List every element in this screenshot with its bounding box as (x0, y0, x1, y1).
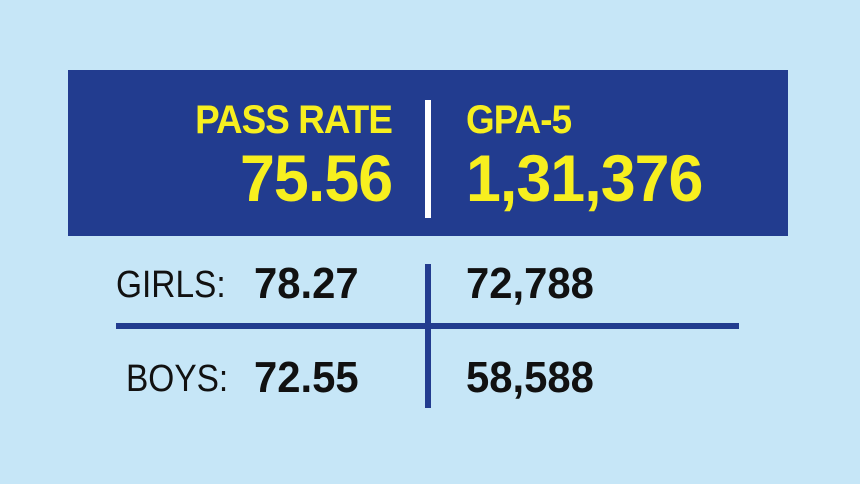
boys-pass-rate: 72.55 (254, 353, 359, 402)
girls-pass-rate: 78.27 (254, 259, 359, 308)
boys-label: BOYS: (126, 358, 229, 400)
pass-rate-label: PASS RATE (195, 98, 393, 142)
pass-rate-value: 75.56 (239, 141, 393, 215)
gpa5-label: GPA-5 (466, 98, 572, 142)
boys-gpa5: 58,588 (466, 353, 594, 402)
gpa5-value: 1,31,376 (466, 141, 703, 215)
girls-gpa5: 72,788 (466, 259, 594, 308)
banner-divider (425, 100, 431, 218)
girls-label: GIRLS: (116, 264, 226, 306)
column-divider (425, 264, 431, 408)
